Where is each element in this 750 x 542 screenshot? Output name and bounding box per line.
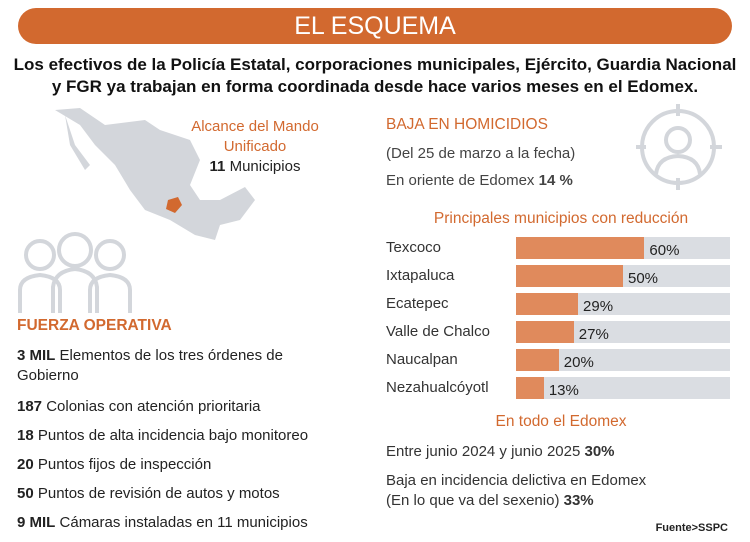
baja-oriente: En oriente de Edomex 14 % — [386, 172, 573, 189]
bar-track: 13% — [516, 377, 730, 399]
fuerza-item: 18 Puntos de alta incidencia bajo monito… — [17, 427, 309, 444]
bar-row: Nezahualcóyotl 13% — [386, 377, 736, 399]
baja-title: BAJA EN HOMICIDIOS — [386, 116, 548, 133]
mexico-map-icon — [55, 108, 255, 240]
bar-row: Ecatepec 29% — [386, 293, 736, 315]
bar-fill — [516, 349, 559, 371]
target-person-icon — [636, 104, 722, 190]
bar-row: Naucalpan 20% — [386, 349, 736, 371]
bar-value-label: 60% — [649, 242, 680, 259]
edomex-highlight — [166, 197, 182, 213]
bar-track: 27% — [516, 321, 730, 343]
bar-track: 50% — [516, 265, 730, 287]
bar-fill — [516, 293, 579, 315]
alcance-municipios: 11 Municipios — [209, 158, 301, 175]
bar-value-label: 13% — [548, 382, 579, 399]
bar-value-label: 50% — [628, 270, 659, 287]
alcance-title: Alcance del Mando Unificado — [191, 118, 319, 155]
source: Fuente>SSPC — [655, 522, 728, 534]
bar-fill — [516, 321, 574, 343]
edomex-line3: (En lo que va del sexenio) 33% — [386, 492, 594, 509]
bar-value-label: 20% — [563, 354, 594, 371]
edomex-line1: Entre junio 2024 y junio 2025 30% — [386, 443, 615, 460]
baja-period: (Del 25 de marzo a la fecha) — [386, 145, 576, 162]
bar-fill — [516, 237, 645, 259]
bar-label: Nezahualcóyotl — [386, 379, 489, 396]
fuerza-item: 187 Colonias con atención prioritaria — [17, 398, 261, 415]
fuerza-item: 20 Puntos fijos de inspección — [17, 456, 212, 473]
fuerza-title: FUERZA OPERATIVA — [17, 317, 172, 334]
bar-fill — [516, 377, 544, 399]
bar-track: 20% — [516, 349, 730, 371]
bar-row: Texcoco 60% — [386, 237, 736, 259]
chart-title: Principales municipios con reducción — [433, 210, 689, 227]
bar-label: Ixtapaluca — [386, 267, 455, 284]
soldiers-icon — [18, 232, 132, 313]
header-title: EL ESQUEMA — [18, 8, 732, 44]
fuerza-item: 9 MIL Cámaras instaladas en 11 municipio… — [17, 514, 308, 531]
bar-label: Naucalpan — [386, 351, 458, 368]
fuerza-item: 50 Puntos de revisión de autos y motos — [17, 485, 280, 502]
bar-label: Texcoco — [386, 239, 442, 256]
bar-label: Ecatepec — [386, 295, 449, 312]
bar-fill — [516, 265, 623, 287]
bar-track: 29% — [516, 293, 730, 315]
bar-label: Valle de Chalco — [386, 323, 490, 340]
intro-text: Los efectivos de la Policía Estatal, cor… — [13, 55, 737, 96]
edomex-line2: Baja en incidencia delictiva en Edomex — [386, 472, 647, 489]
fuerza-item: 3 MIL Elementos de los tres órdenes de Go… — [17, 347, 283, 384]
bar-value-label: 29% — [583, 298, 614, 315]
bar-track: 60% — [516, 237, 730, 259]
bar-row: Valle de Chalco 27% — [386, 321, 736, 343]
bar-value-label: 27% — [578, 326, 609, 343]
edomex-title: En todo el Edomex — [495, 413, 627, 430]
bar-row: Ixtapaluca 50% — [386, 265, 736, 287]
